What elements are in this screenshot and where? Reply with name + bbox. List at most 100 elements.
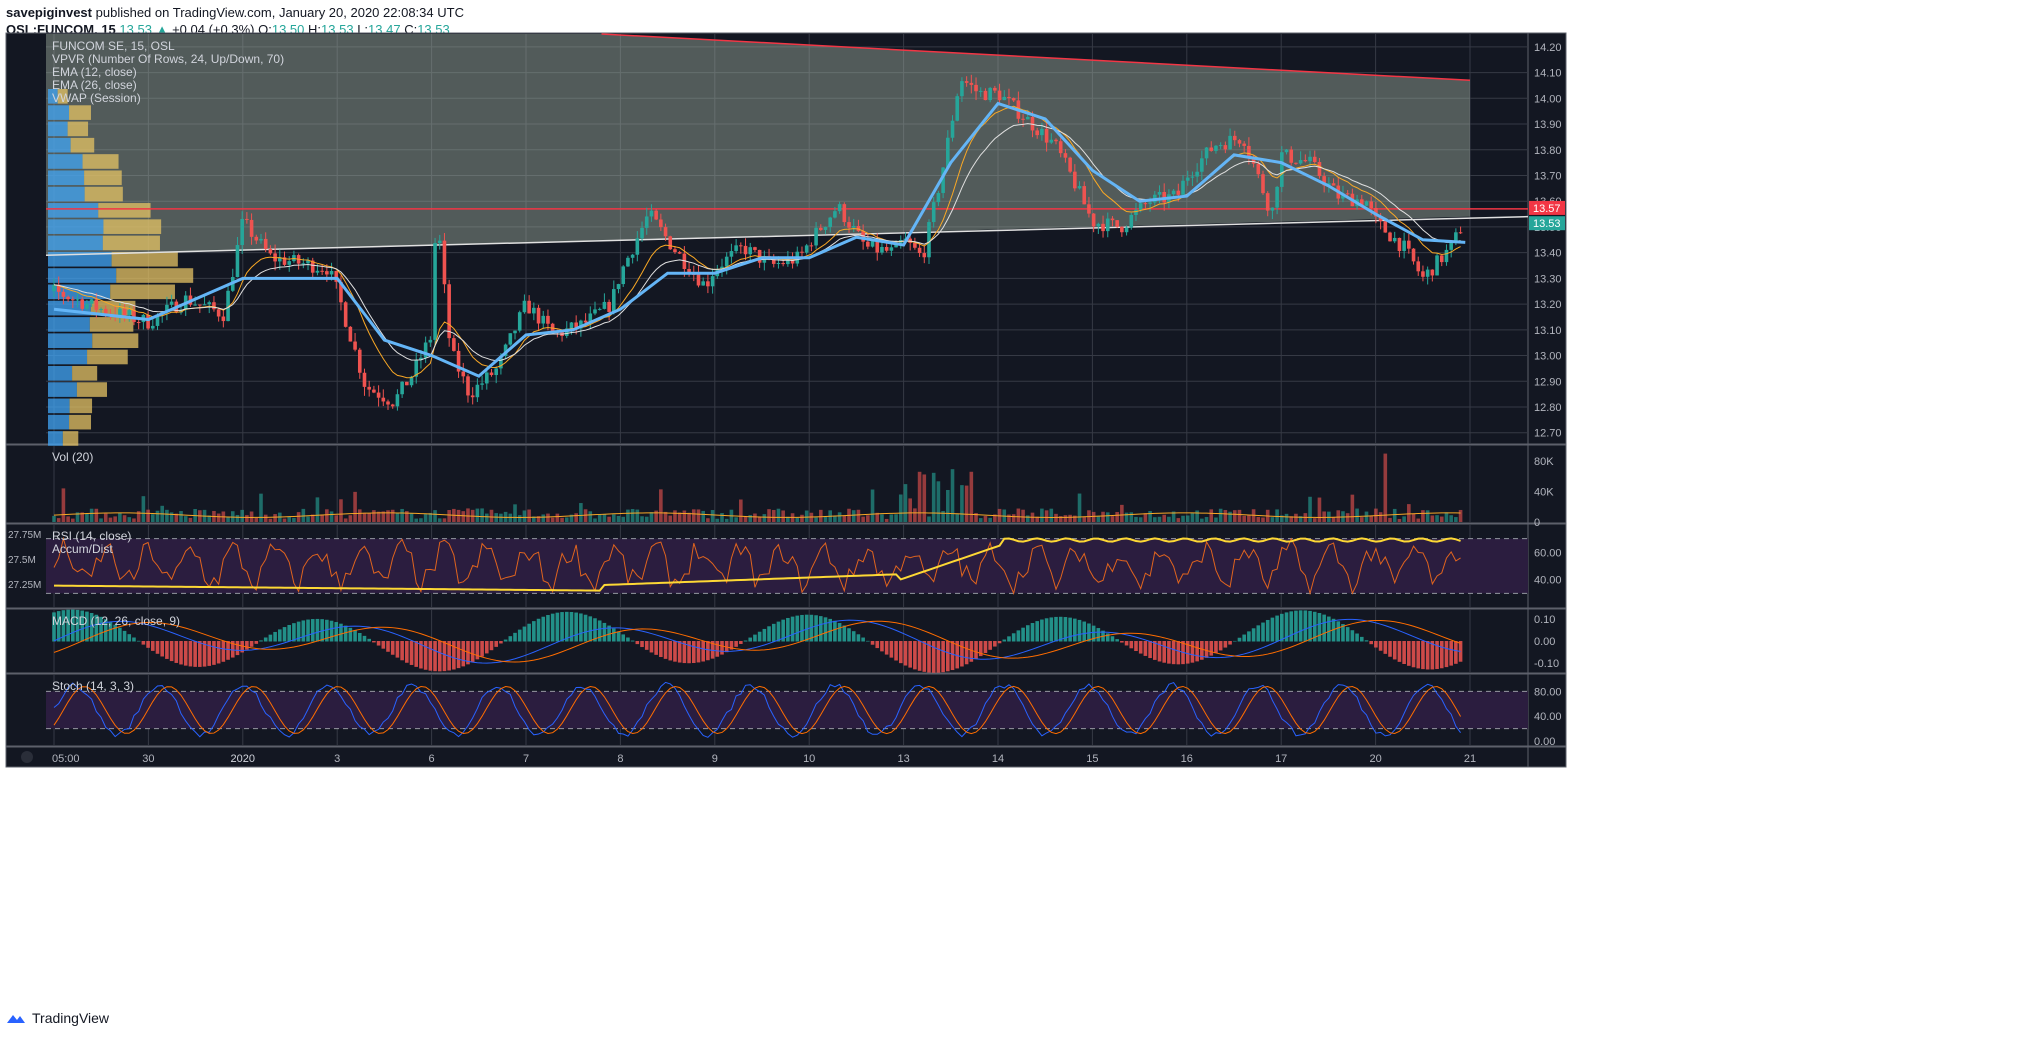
macd-histogram-bar — [1200, 641, 1204, 660]
macd-histogram-bar — [682, 641, 687, 664]
volume-bar — [621, 516, 626, 522]
resistance-trendline — [601, 33, 1471, 82]
macd-histogram-bar — [461, 641, 466, 667]
vpvr-down-bar — [67, 121, 89, 137]
candle-body — [1124, 227, 1129, 233]
volume-bar — [80, 512, 85, 522]
candle-body — [400, 381, 404, 395]
macd-histogram-bar — [484, 641, 489, 654]
candle-body — [969, 82, 974, 85]
macd-histogram-bar — [818, 616, 823, 642]
volume-bar — [1388, 517, 1392, 522]
candle-body — [743, 245, 748, 255]
candle-body — [776, 263, 781, 265]
volume-bar — [1176, 518, 1181, 522]
macd-histogram-bar — [1444, 641, 1449, 668]
vpvr-down-bar — [103, 219, 162, 234]
macd-tick-label: -0.10 — [1534, 658, 1559, 670]
candle-body — [706, 281, 710, 287]
volume-bar — [1345, 513, 1350, 522]
vpvr-up-bar — [48, 333, 93, 349]
candle-body — [1120, 226, 1124, 233]
volume-bar — [739, 499, 743, 522]
macd-histogram-bar — [621, 634, 626, 642]
publisher-name[interactable]: savepiginvest — [6, 5, 92, 20]
macd-histogram-bar — [254, 641, 259, 644]
indicator-legend-item: VWAP (Session) — [52, 91, 141, 105]
volume-bar — [381, 511, 386, 522]
price-tick-label: 13.30 — [1534, 273, 1562, 285]
volume-bar — [310, 514, 315, 522]
candle-body — [71, 299, 75, 301]
volume-bar — [1247, 515, 1251, 522]
stoch-tick-label: 80.00 — [1534, 686, 1562, 698]
candle-body — [1251, 156, 1256, 164]
price-tick-label: 14.00 — [1534, 93, 1562, 105]
stoch-band-fill — [46, 691, 1528, 729]
candle-body — [602, 301, 607, 309]
candle-body — [1317, 162, 1322, 177]
macd-histogram-bar — [767, 626, 771, 642]
macd-histogram-bar — [706, 641, 710, 661]
macd-histogram-bar — [174, 641, 179, 663]
volume-bar — [428, 512, 433, 522]
vpvr-up-bar — [48, 398, 70, 414]
candle-body — [1435, 255, 1439, 276]
tradingview-brand[interactable]: TradingView — [6, 1010, 109, 1026]
time-tick-label: 2020 — [231, 753, 255, 765]
volume-bar — [1068, 514, 1072, 522]
candle-body — [597, 308, 602, 310]
volume-bar — [612, 514, 616, 522]
volume-bar — [1209, 509, 1214, 522]
timezone-button — [21, 751, 33, 763]
volume-bar — [1115, 511, 1119, 522]
macd-histogram-bar — [1336, 621, 1341, 642]
volume-bar — [593, 518, 597, 522]
candle-body — [1374, 208, 1378, 217]
volume-bar — [390, 509, 395, 522]
volume-bar — [85, 513, 89, 522]
macd-histogram-bar — [880, 641, 884, 652]
macd-histogram-bar — [475, 641, 480, 660]
macd-histogram-bar — [1025, 625, 1030, 642]
macd-histogram-bar — [663, 641, 668, 659]
candle-body — [635, 238, 640, 255]
candle-body — [1232, 135, 1237, 141]
candle-body — [221, 316, 226, 322]
macd-histogram-bar — [132, 637, 136, 642]
macd-histogram-bar — [936, 641, 941, 673]
price-tick-label: 14.10 — [1534, 68, 1562, 80]
candle-body — [1280, 152, 1284, 187]
macd-histogram-bar — [52, 612, 56, 642]
candle-body — [866, 241, 870, 247]
volume-bar — [1181, 515, 1185, 522]
volume-bar — [541, 514, 546, 522]
volume-bar — [898, 494, 903, 522]
candle-body — [282, 257, 287, 265]
macd-histogram-bar — [729, 641, 734, 650]
candle-body — [1294, 162, 1298, 164]
volume-bar — [1392, 508, 1397, 522]
volume-bar — [1138, 517, 1143, 522]
volume-bar — [1308, 496, 1312, 522]
candle-body — [503, 344, 508, 357]
volume-bar — [908, 498, 912, 522]
vpvr-up-bar — [48, 251, 112, 267]
candle-body — [710, 276, 715, 287]
candle-body — [837, 204, 842, 212]
vpvr-up-bar — [48, 431, 63, 446]
macd-legend: MACD (12, 26, close, 9) — [52, 614, 180, 628]
macd-histogram-bar — [739, 641, 743, 644]
candle-body — [1327, 183, 1331, 186]
candle-body — [1115, 220, 1119, 227]
volume-bar — [668, 515, 673, 522]
macd-histogram-bar — [160, 641, 164, 657]
macd-histogram-bar — [1416, 641, 1421, 669]
candle-body — [1021, 118, 1025, 120]
macd-histogram-bar — [908, 641, 912, 668]
volume-bar — [1134, 516, 1138, 522]
macd-histogram-bar — [616, 631, 621, 642]
volume-bar — [1237, 509, 1242, 522]
price-tick-label: 13.00 — [1534, 351, 1562, 363]
